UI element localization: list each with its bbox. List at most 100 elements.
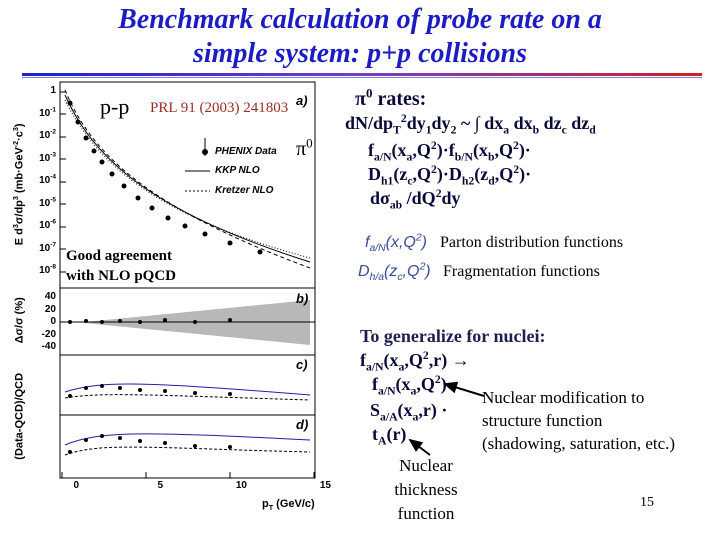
text-run: 10 — [39, 242, 51, 254]
annotation: Nuclear modification to — [482, 388, 645, 407]
text-run: h2 — [461, 174, 475, 188]
y-tick-label: 10-8 — [22, 263, 56, 277]
panel-label: b) — [296, 291, 309, 306]
y-tick-label: 10-7 — [22, 241, 56, 255]
text-run: -3 — [50, 151, 56, 159]
text-run: a — [410, 384, 417, 398]
text-run: -2 — [50, 128, 56, 136]
definition-symbol: fa/N(x,Q2) — [365, 232, 427, 255]
text-run: a — [503, 123, 510, 137]
text-run: 2 — [430, 139, 437, 152]
text-run: b — [532, 123, 540, 137]
x-tick-label: 10 — [235, 480, 247, 491]
title: Benchmark calculation of probe rate on a — [118, 4, 602, 35]
text-run: dy — [406, 113, 426, 133]
data-points — [67, 100, 263, 255]
title-rule — [22, 73, 702, 76]
text-run: 10 — [39, 107, 51, 119]
text-run: ,Q — [404, 350, 423, 370]
text-run: dσ — [370, 188, 390, 208]
text-run: (x — [391, 140, 407, 160]
text-run: -8 — [50, 263, 56, 271]
nuclei-line: Sa/A(xa,r) · — [370, 400, 448, 424]
text-run: f — [360, 350, 366, 370]
text-run: dz — [566, 113, 590, 133]
text-run: π — [296, 138, 307, 160]
legend-entry: Kretzer NLO — [215, 185, 274, 196]
definition-symbol: Dh/a(zc,Q2) — [358, 262, 431, 284]
text-run: a — [412, 410, 419, 424]
text-run: ,Q — [412, 164, 432, 184]
text-run: ,Q — [416, 374, 435, 394]
annotation: thickness — [394, 480, 458, 499]
text-run: 10 — [39, 220, 51, 231]
text-run: 2 — [513, 163, 520, 176]
legend-entry: KKP NLO — [215, 165, 260, 176]
annotation: function — [397, 504, 455, 523]
formula-line: fa/N(xa,Q2)·fb/N(xb,Q2)· — [368, 139, 531, 164]
particle-label: π0 — [296, 135, 313, 161]
text-run: 2 — [435, 187, 442, 200]
text-run: 2 — [422, 349, 429, 362]
axis-ticks — [60, 91, 315, 478]
text-run: d — [589, 123, 596, 137]
text-run: -7 — [50, 241, 56, 249]
nuclei-line: tA(r) — [372, 424, 406, 447]
text-run: 2 — [415, 232, 422, 244]
text-run: 2 — [400, 112, 407, 125]
text-run: ab — [389, 198, 403, 212]
text-run: 10 — [39, 197, 51, 209]
plot-reference: PRL 91 (2003) 241803 — [150, 100, 289, 116]
text-run: D — [358, 263, 370, 280]
text-run: 0 — [306, 135, 313, 151]
text-run: ,r) · — [418, 400, 448, 420]
plot-note: Good agreement — [66, 248, 172, 264]
text-run: a/N — [374, 150, 392, 164]
formula-line: dN/dpT2dy1dy2 ~ ∫ dxa dxb dzc dzd — [345, 112, 596, 137]
text-run: ,Q — [402, 263, 420, 280]
text-run: ) · — [440, 374, 458, 394]
panel-label: c) — [296, 357, 308, 372]
x-axis-title: pT (GeV/c) — [262, 498, 315, 512]
text-run: -1 — [50, 106, 56, 114]
text-run: (z — [393, 164, 408, 184]
y-tick-label: 10-2 — [22, 128, 56, 142]
text-run: dy — [441, 188, 461, 208]
text-run: 1 — [425, 123, 432, 137]
text-run: 10 — [39, 175, 51, 186]
plot-note: with NLO pQCD — [66, 268, 177, 284]
text-run: (x — [472, 140, 488, 160]
y-tick-label: 10-6 — [22, 218, 56, 232]
y-tick-label: 40 — [44, 291, 56, 302]
y-tick-label: 1 — [22, 85, 56, 97]
data-points — [68, 318, 232, 324]
formula-line: dσab /dQ2dy — [370, 187, 461, 212]
text-run: ,Q — [494, 140, 513, 160]
text-run: )·D — [436, 164, 462, 184]
nuclei-line: fa/N(xa,Q2) · — [372, 374, 458, 398]
text-run: f — [372, 374, 378, 394]
y-tick-label: 10-3 — [22, 151, 56, 165]
text-run: )·f — [436, 140, 455, 160]
text-run: h/a — [369, 272, 385, 284]
text-run: a/N — [369, 243, 386, 255]
text-run: 10 — [39, 265, 51, 276]
text-run: -5 — [50, 196, 56, 204]
annotation: (shadowing, saturation, etc.) — [482, 434, 676, 453]
text-run: D — [368, 164, 381, 184]
text-run: -6 — [50, 218, 56, 226]
text-run: /dQ — [402, 188, 436, 208]
text-run: (x — [397, 400, 413, 420]
theory-curves — [64, 89, 311, 269]
text-run: (x — [395, 374, 411, 394]
text-run: h1 — [381, 174, 394, 188]
text-run: -2 — [12, 140, 21, 148]
text-run: 3 — [12, 127, 21, 132]
text-run: dy — [431, 113, 451, 133]
text-run: )· — [519, 164, 532, 184]
text-run: t — [372, 424, 378, 444]
panel-label: a) — [296, 93, 308, 108]
text-run: 2 — [450, 123, 457, 137]
plot-system: p-p — [100, 94, 130, 119]
